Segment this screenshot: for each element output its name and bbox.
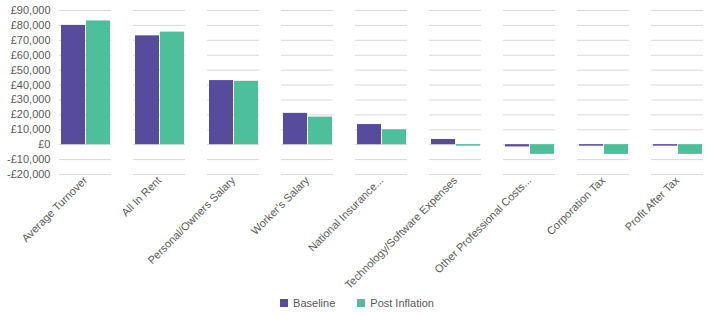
svg-text:Average Turnover: Average Turnover bbox=[19, 174, 89, 244]
svg-text:Worker's Salary: Worker's Salary bbox=[248, 174, 311, 237]
svg-text:-£10,000: -£10,000 bbox=[7, 153, 50, 165]
svg-text:Profit After Tax: Profit After Tax bbox=[622, 174, 681, 233]
html-text:Baseline: Baseline bbox=[293, 297, 336, 309]
svg-text:£80,000: £80,000 bbox=[11, 19, 51, 31]
html-text:Post Inflation: Post Inflation bbox=[370, 297, 434, 309]
svg-text:All In Rent: All In Rent bbox=[119, 174, 163, 218]
svg-text:£40,000: £40,000 bbox=[11, 79, 51, 91]
svg-text:Corporation Tax: Corporation Tax bbox=[544, 174, 608, 238]
svg-text:National Insurance...: National Insurance... bbox=[306, 174, 386, 254]
svg-text:£10,000: £10,000 bbox=[11, 123, 51, 135]
svg-text:Technology/Software Expenses: Technology/Software Expenses bbox=[342, 173, 460, 291]
svg-text:£70,000: £70,000 bbox=[11, 34, 51, 46]
svg-text:Personal/Owners Salary: Personal/Owners Salary bbox=[145, 174, 238, 267]
svg-text:£20,000: £20,000 bbox=[11, 108, 51, 120]
svg-text:£60,000: £60,000 bbox=[11, 49, 51, 61]
svg-text:£90,000: £90,000 bbox=[11, 4, 51, 16]
svg-text:£0: £0 bbox=[38, 138, 50, 150]
svg-text:Other Professional Costs...: Other Professional Costs... bbox=[432, 174, 533, 275]
svg-text:£50,000: £50,000 bbox=[11, 64, 51, 76]
svg-text:£30,000: £30,000 bbox=[11, 93, 51, 105]
svg-text:-£20,000: -£20,000 bbox=[7, 168, 50, 180]
